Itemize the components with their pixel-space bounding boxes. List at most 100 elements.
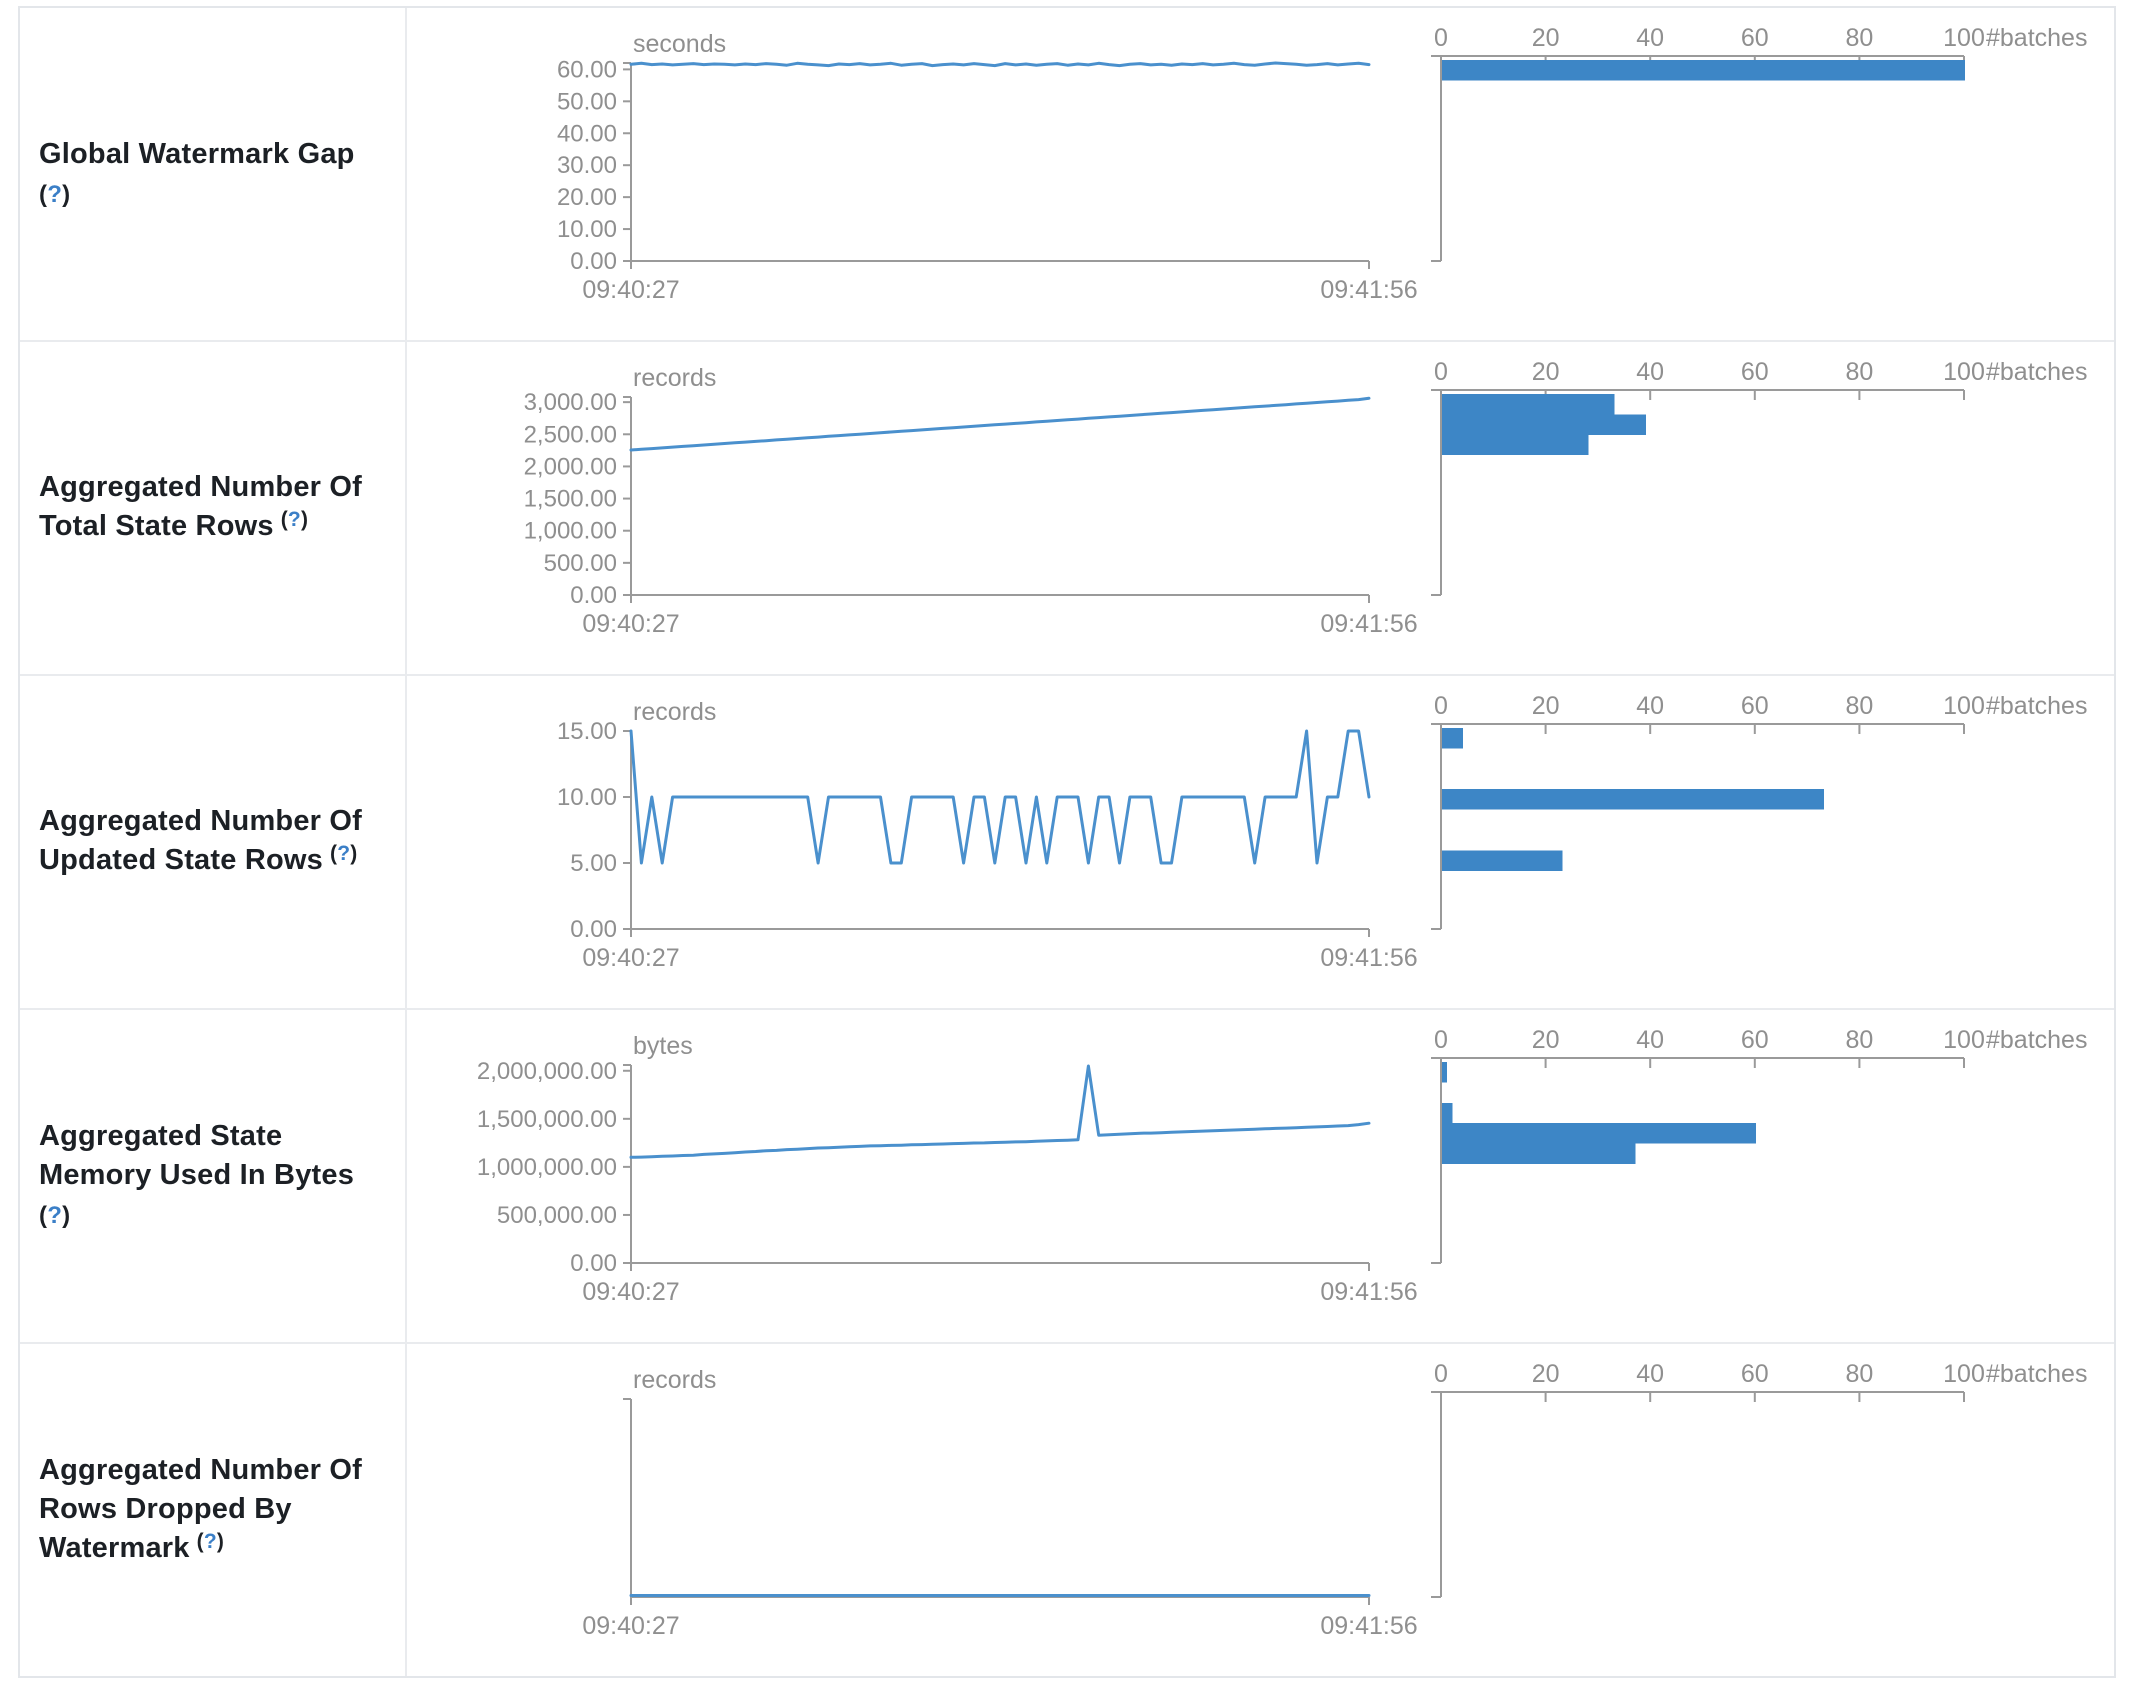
metric-label: Global Watermark Gap (?) [20,8,407,340]
metric-charts-svg: records 09:40:27 09:41:56 0 20 40 60 80 100 #batc… [582,1360,2087,1640]
svg-text:100: 100 [1943,24,1985,52]
metric-charts: records 3,000.00 2,500.00 2,000.00 1,500.00 1… [407,342,2114,674]
svg-text:10.00: 10.00 [557,784,617,811]
x-tick-end: 09:41:56 [1320,276,1417,304]
svg-text:20: 20 [1532,358,1560,386]
histogram-x-axis: 0 20 40 60 80 100 #batches [1431,692,2087,734]
svg-text:0: 0 [1434,358,1448,386]
metric-row: Global Watermark Gap (?) seconds 60.00 50.00… [20,8,2114,342]
metric-label-line: Memory Used In Bytes [39,1159,355,1191]
metric-label-line: Aggregated Number Of [39,1453,363,1486]
histogram-bar [1442,1123,1756,1144]
timeline-y-axis: 3,000.00 2,500.00 2,000.00 1,500.00 1,000.00… [524,389,632,609]
svg-text:60: 60 [1741,358,1769,386]
help-tooltip[interactable]: (?) [196,1529,225,1553]
svg-text:100: 100 [1943,1360,1985,1388]
help-tooltip[interactable]: (?) [39,1202,71,1229]
metric-charts-svg: records 3,000.00 2,500.00 2,000.00 1,500.00 1… [524,358,2088,638]
metric-charts: records 15.00 10.00 5.00 0.00 09:40:27 09:41:5… [407,676,2114,1008]
svg-text:40: 40 [1636,24,1664,52]
histogram-bar [1442,434,1589,456]
svg-text:80: 80 [1845,692,1873,720]
svg-text:0: 0 [1434,692,1448,720]
histogram-chart: 0 20 40 60 80 100 #batches [1431,1360,2087,1598]
timeline-unit-label: records [633,364,716,392]
metric-charts: records 09:40:27 09:41:56 0 20 40 60 80 100 #batc… [407,1344,2114,1676]
timeline-y-axis [623,1398,632,1605]
histogram-y-axis [1431,724,1442,930]
svg-text:40: 40 [1636,1026,1664,1054]
histogram-unit-label: #batches [1986,1360,2087,1388]
metric-label: Aggregated Number Of Updated State Rows (?… [20,676,407,1008]
timeline-series-line [629,1064,1371,1159]
svg-text:2,000.00: 2,000.00 [524,453,617,480]
histogram-bars [1442,728,1824,871]
x-tick-end: 09:41:56 [1320,944,1417,972]
svg-text:0: 0 [1434,1360,1448,1388]
timeline-unit-label: records [633,698,716,726]
svg-text:20: 20 [1532,24,1560,52]
timeline-unit-label: seconds [633,30,726,58]
histogram-bar [1442,850,1563,871]
histogram-unit-label: #batches [1986,1026,2087,1054]
svg-text:1,000,000.00: 1,000,000.00 [477,1154,617,1181]
histogram-unit-label: #batches [1986,24,2087,52]
svg-text:10.00: 10.00 [557,216,617,243]
svg-text:3,000.00: 3,000.00 [524,389,617,416]
histogram-chart: 0 20 40 60 80 100 #batches [1431,1026,2087,1264]
x-tick-start: 09:40:27 [582,610,679,638]
histogram-chart: 0 20 40 60 80 100 #batches [1431,24,2087,262]
metric-label-line: Aggregated State [39,1120,283,1152]
metric-charts-svg: bytes 2,000,000.00 1,500,000.00 1,000,000.0… [477,1026,2088,1306]
svg-text:60: 60 [1741,692,1769,720]
histogram-bar [1442,414,1646,435]
metric-label-line: Total State Rows (?) [39,508,309,542]
help-tooltip[interactable]: (?) [39,180,71,208]
timeline-y-axis: 60.00 50.00 40.00 30.00 20.00 10.00 0.00 [557,56,632,275]
metric-charts: bytes 2,000,000.00 1,500,000.00 1,000,000.0… [407,1010,2114,1342]
histogram-bar [1442,728,1463,749]
histogram-unit-label: #batches [1986,692,2087,720]
svg-text:50.00: 50.00 [557,88,617,115]
svg-text:80: 80 [1845,1026,1873,1054]
timeline-unit-label: bytes [633,1032,693,1060]
svg-text:60.00: 60.00 [557,56,617,83]
timeline-unit-label: records [633,1366,716,1394]
svg-text:2,000,000.00: 2,000,000.00 [477,1058,617,1085]
timeline-chart: records 09:40:27 09:41:56 [582,1366,1417,1640]
histogram-bars [1442,60,1965,81]
histogram-bars [1442,394,1646,456]
svg-text:0.00: 0.00 [570,582,617,609]
streaming-metrics-table: Global Watermark Gap (?) seconds 60.00 50.00… [18,6,2116,1678]
svg-text:100: 100 [1943,1026,1985,1054]
histogram-y-axis [1431,56,1442,262]
svg-text:0.00: 0.00 [570,916,617,943]
svg-text:0.00: 0.00 [570,248,617,275]
histogram-y-axis [1431,390,1442,596]
histogram-x-axis: 0 20 40 60 80 100 #batches [1431,1026,2087,1068]
help-tooltip[interactable]: (?) [280,508,309,531]
metric-label-line: Rows Dropped By [39,1492,292,1525]
timeline-x-axis: 09:40:27 09:41:56 [582,928,1418,972]
metric-row: Aggregated Number Of Total State Rows (?) r… [20,342,2114,676]
svg-text:40: 40 [1636,358,1664,386]
metric-label-line: Global Watermark Gap [39,137,355,170]
svg-text:60: 60 [1741,1360,1769,1388]
svg-text:2,500.00: 2,500.00 [524,421,617,448]
histogram-y-axis [1431,1392,1442,1598]
svg-text:5.00: 5.00 [570,850,617,877]
histogram-bars [1442,1062,1756,1164]
x-tick-end: 09:41:56 [1320,1612,1417,1640]
metric-label: Aggregated Number Of Rows Dropped By Water… [20,1344,407,1676]
metric-row: Aggregated State Memory Used In Bytes (?) b… [20,1010,2114,1344]
help-tooltip[interactable]: (?) [329,842,358,865]
histogram-chart: 0 20 40 60 80 100 #batches [1431,692,2087,930]
metric-label-line: (?) [39,174,405,214]
metric-row: Aggregated Number Of Rows Dropped By Water… [20,1344,2114,1676]
svg-text:1,500.00: 1,500.00 [524,486,617,513]
timeline-series-line [629,61,1371,68]
metric-charts: seconds 60.00 50.00 40.00 30.00 20.00 10.00 0.0… [407,8,2114,340]
histogram-bar [1442,1143,1636,1164]
histogram-y-axis [1431,1058,1442,1264]
